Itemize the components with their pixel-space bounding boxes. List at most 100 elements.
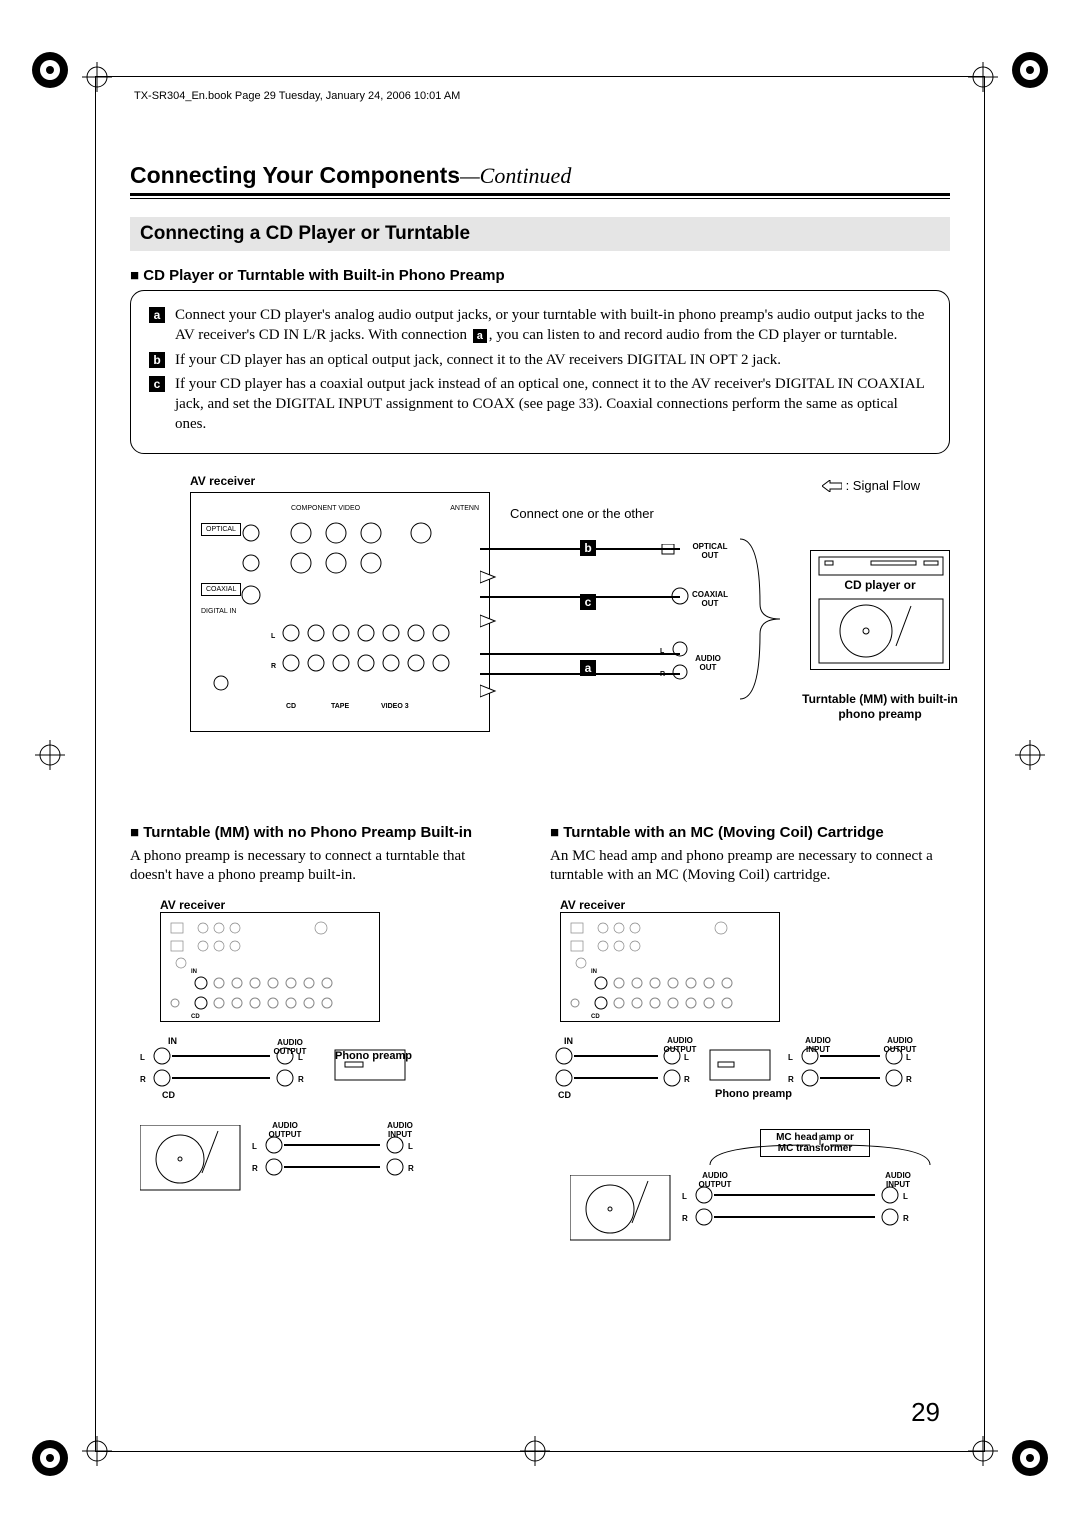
svg-text:L: L [906, 1053, 911, 1062]
section-continued: —Continued [460, 163, 571, 188]
frame-line [984, 76, 985, 1452]
audio-output-label-r2: AUDIO OUTPUT [880, 1036, 920, 1054]
page-content: TX-SR304_En.book Page 29 Tuesday, Januar… [130, 90, 950, 1438]
phono-preamp-label: Phono preamp [335, 1050, 412, 1062]
svg-text:R: R [298, 1075, 304, 1084]
audio-input-label-r2: AUDIO INPUT [880, 1171, 916, 1189]
receiver-jacks-icon: IN CD [161, 913, 381, 1023]
svg-text:CD: CD [286, 703, 296, 710]
phono-preamp-label-r: Phono preamp [715, 1088, 792, 1100]
instruction-b-text: If your CD player has an optical output … [175, 350, 781, 370]
registration-mark-bl [30, 1438, 70, 1478]
in-label-r: IN [564, 1036, 573, 1046]
svg-text:VIDEO 3: VIDEO 3 [381, 703, 409, 710]
instruction-a-text: Connect your CD player's analog audio ou… [175, 305, 931, 346]
audio-output-label2: AUDIO OUTPUT [265, 1121, 305, 1139]
right-turntable-block: AUDIO OUTPUT AUDIO INPUT L L R [570, 1175, 950, 1260]
svg-text:R: R [408, 1164, 414, 1173]
receiver-jacks-icon: IN CD [561, 913, 781, 1023]
badge-c: c [149, 376, 165, 392]
svg-text:CD: CD [591, 1014, 600, 1020]
instruction-a: a Connect your CD player's analog audio … [149, 305, 931, 346]
av-receiver-label: AV receiver [190, 474, 255, 488]
instruction-b: b If your CD player has an optical outpu… [149, 350, 931, 370]
audio-output-label-r3: AUDIO OUTPUT [695, 1171, 735, 1189]
svg-text:R: R [906, 1075, 912, 1084]
left-diagram: AV receiver IN [130, 898, 510, 1278]
left-av-label: AV receiver [160, 898, 510, 912]
svg-text:R: R [788, 1075, 794, 1084]
section-title-text: Connecting Your Components [130, 162, 460, 188]
svg-text:IN: IN [191, 969, 197, 975]
antenna-label: ANTENN [450, 505, 479, 512]
frame-line [95, 1451, 985, 1452]
audio-output-label: AUDIO OUTPUT [270, 1038, 310, 1056]
svg-text:CD: CD [191, 1014, 200, 1020]
audio-output-label-r: AUDIO OUTPUT [660, 1036, 700, 1054]
svg-text:IN: IN [591, 969, 597, 975]
svg-text:L: L [682, 1192, 687, 1201]
svg-text:L: L [660, 648, 665, 655]
crosshair-icon [35, 740, 65, 770]
audio-input-label: AUDIO INPUT [382, 1121, 418, 1139]
badge-a: a [149, 307, 165, 323]
cd-label-right: CD [558, 1090, 571, 1100]
subsection-title: Connecting a CD Player or Turntable [130, 217, 950, 251]
output-jacks-icon: L R [660, 544, 700, 694]
signal-arrow-icon [822, 480, 842, 492]
text-mm-no-preamp: A phono preamp is necessary to connect a… [130, 847, 510, 886]
left-receiver-panel: IN CD [160, 912, 380, 1022]
right-connection-block: AUDIO OUTPUT AUDIO INPUT AUDIO OUTPUT IN… [550, 1040, 950, 1105]
right-diagram: AV receiver IN [550, 898, 950, 1278]
cd-label-left: CD [162, 1090, 175, 1100]
svg-text:R: R [684, 1075, 690, 1084]
book-info-header: TX-SR304_En.book Page 29 Tuesday, Januar… [130, 90, 950, 102]
frame-line [95, 76, 985, 77]
double-rule [130, 193, 950, 199]
brace-icon [735, 534, 795, 704]
jack-grid-icon: L R CD TAPE VIDEO 3 [201, 513, 481, 713]
left-connection-block: AUDIO OUTPUT IN Phono preamp L L R R [140, 1040, 510, 1105]
badge-a-inline: a [473, 329, 487, 343]
svg-text:R: R [140, 1075, 146, 1084]
svg-text:L: L [903, 1192, 908, 1201]
right-receiver-panel: IN CD [560, 912, 780, 1022]
main-diagram: AV receiver : Signal Flow Connect one or… [190, 474, 950, 784]
instruction-c-text: If your CD player has a coaxial output j… [175, 374, 931, 435]
audio-input-label-r: AUDIO INPUT [800, 1036, 836, 1054]
section-title: Connecting Your Components—Continued [130, 162, 950, 189]
svg-text:R: R [271, 663, 276, 670]
diagram-badge-c: c [580, 594, 596, 610]
turntable-label: Turntable (MM) with built-in phono pream… [800, 692, 960, 723]
signal-flow-label: : Signal Flow [822, 478, 920, 493]
svg-text:L: L [140, 1053, 145, 1062]
registration-mark-br [1010, 1438, 1050, 1478]
component-video-label: COMPONENT VIDEO [291, 505, 360, 512]
crosshair-icon [1015, 740, 1045, 770]
page-number: 29 [911, 1397, 940, 1428]
svg-text:R: R [252, 1164, 258, 1173]
left-column: Turntable (MM) with no Phono Preamp Buil… [130, 824, 510, 1278]
cd-player-label: CD player or [800, 578, 960, 592]
left-turntable-block: AUDIO OUTPUT AUDIO INPUT L L R [140, 1125, 510, 1210]
cd-turntable-icon [811, 551, 951, 671]
two-column-section: Turntable (MM) with no Phono Preamp Buil… [130, 824, 950, 1278]
svg-text:R: R [660, 671, 665, 678]
heading-cd-turntable: CD Player or Turntable with Built-in Pho… [130, 267, 950, 284]
frame-line [95, 76, 96, 1452]
cd-player-box [810, 550, 950, 670]
diagram-badge-b: b [580, 540, 596, 556]
instruction-c: c If your CD player has a coaxial output… [149, 374, 931, 435]
right-av-label: AV receiver [560, 898, 950, 912]
svg-text:L: L [788, 1053, 793, 1062]
brace-down-icon [700, 1135, 950, 1175]
svg-text:R: R [682, 1214, 688, 1223]
connect-other-label: Connect one or the other [510, 506, 654, 521]
av-receiver-panel: OPTICAL COAXIAL DIGITAL IN COMPONENT VID… [190, 492, 490, 732]
diagram-badge-a: a [580, 660, 596, 676]
svg-text:R: R [903, 1214, 909, 1223]
svg-text:TAPE: TAPE [331, 703, 349, 710]
crosshair-icon [968, 62, 998, 92]
instruction-box: a Connect your CD player's analog audio … [130, 290, 950, 454]
registration-mark-tl [30, 50, 70, 90]
